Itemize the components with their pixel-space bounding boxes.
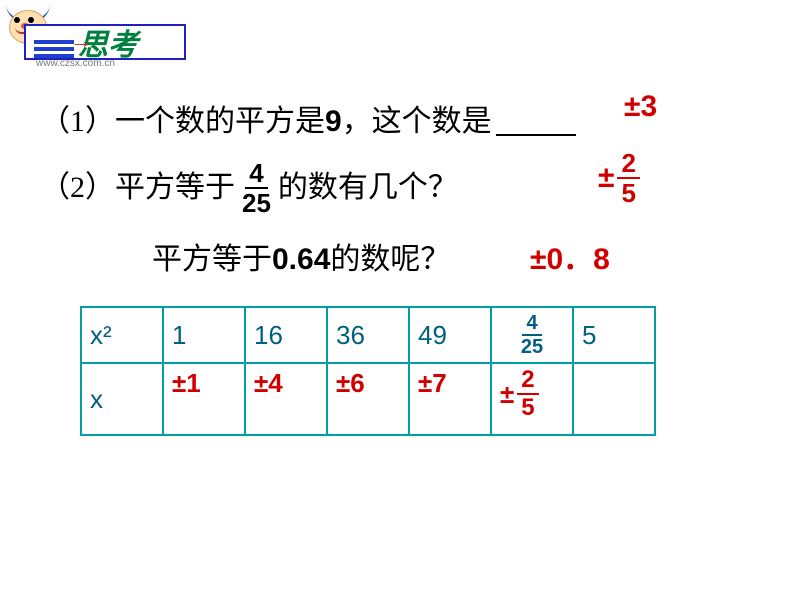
cell: 1 — [163, 307, 245, 363]
content-area: （1）一个数的平方是9，这个数是 （2）平方等于 4 25 的数有几个？ 平方等… — [40, 98, 580, 284]
title-box: 思考 — [24, 24, 186, 60]
cell: 16 — [245, 307, 327, 363]
question-2: （2）平方等于 4 25 的数有几个？ — [40, 160, 580, 216]
q1-prefix: （1）一个数的平方是 — [40, 98, 325, 146]
q1-value: 9 — [325, 98, 342, 146]
table-row: x ±1 ±4 ±6 ±7 ± 2 5 — [81, 363, 655, 435]
arrow-icon: → — [70, 28, 92, 54]
answer-cell: ±4 — [245, 363, 327, 435]
answer-cell-fraction: ± 2 5 — [491, 363, 573, 435]
table-row: x² 1 16 36 49 4 25 5 — [81, 307, 655, 363]
question-3: 平方等于0.64的数呢？ — [152, 236, 580, 284]
q2-fraction: 4 25 — [238, 160, 275, 216]
cell: 49 — [409, 307, 491, 363]
answer-2: ± 2 5 — [598, 150, 643, 206]
q2-suffix: 的数有几个？ — [278, 164, 458, 212]
squares-table: x² 1 16 36 49 4 25 5 x ±1 ±4 ±6 ±7 ± 2 5 — [80, 306, 656, 436]
cell: 5 — [573, 307, 655, 363]
answer-cell: ±6 — [327, 363, 409, 435]
answer-2-fraction: 2 5 — [617, 150, 639, 206]
cell-fraction: 4 25 — [491, 307, 573, 363]
q2-prefix: （2）平方等于 — [40, 164, 235, 212]
row2-header: x — [81, 363, 163, 435]
blank-underline — [496, 108, 576, 136]
cell: 36 — [327, 307, 409, 363]
answer-1: ±3 — [624, 90, 657, 124]
question-1: （1）一个数的平方是9，这个数是 — [40, 98, 580, 146]
q3-prefix: 平方等于 — [152, 236, 272, 284]
answer-cell: ±1 — [163, 363, 245, 435]
q1-suffix: ，这个数是 — [342, 98, 492, 146]
answer-3: ±0．8 — [530, 234, 610, 278]
q3-value: 0.64 — [272, 236, 330, 284]
empty-cell — [573, 363, 655, 435]
q3-suffix: 的数呢？ — [330, 236, 450, 284]
subtext: www.czsx.com.cn — [36, 58, 115, 69]
answer-cell: ±7 — [409, 363, 491, 435]
row1-header: x² — [81, 307, 163, 363]
